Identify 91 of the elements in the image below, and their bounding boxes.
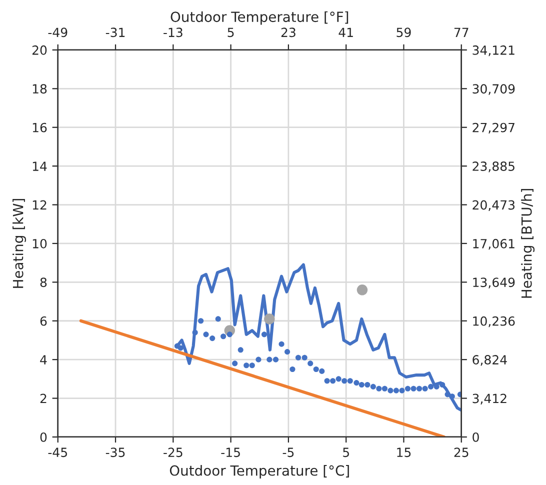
- point: [290, 366, 296, 372]
- y2-tick-label: 27,297: [472, 122, 514, 134]
- y-axis-title: Heating [kW]: [12, 198, 26, 288]
- point: [278, 341, 284, 347]
- x2-tick-label: 77: [454, 28, 468, 37]
- x-tick-label: -35: [106, 448, 125, 458]
- x-tick-label: -5: [282, 448, 294, 458]
- y2-axis-title: Heating [BTU/h]: [521, 188, 535, 298]
- point: [393, 388, 400, 394]
- point: [428, 384, 434, 390]
- y-tick-label: 14: [32, 162, 47, 171]
- point: [354, 380, 360, 386]
- point: [264, 314, 275, 324]
- x2-axis-title: Outdoor Temperature [°F]: [170, 11, 348, 25]
- x-axis-title: Outdoor Temperature [°C]: [170, 465, 349, 478]
- point: [364, 382, 370, 388]
- point: [444, 392, 450, 398]
- point: [388, 388, 394, 394]
- x2-tick-label: -13: [164, 28, 182, 38]
- x2-tick-label: 59: [396, 28, 411, 38]
- y-tick-label: 6: [40, 316, 47, 326]
- point: [226, 332, 232, 338]
- x-tick-label: 25: [454, 448, 468, 458]
- point: [313, 366, 319, 372]
- point: [244, 362, 250, 368]
- point: [220, 334, 226, 340]
- x-tick-label: -45: [48, 448, 67, 458]
- point: [178, 345, 184, 351]
- point: [347, 378, 353, 384]
- point: [382, 386, 388, 392]
- point: [457, 392, 462, 398]
- point: [238, 347, 244, 353]
- y-tick-label: 4: [40, 355, 47, 364]
- point: [198, 318, 204, 324]
- point: [342, 378, 348, 384]
- x2-tick-label: 5: [228, 28, 234, 38]
- y-tick-label: 8: [40, 278, 47, 288]
- y-tick-label: 20: [32, 45, 47, 55]
- y-tick-label: 18: [32, 84, 47, 94]
- point: [416, 386, 422, 392]
- point: [404, 386, 411, 392]
- y2-tick-label: 30,709: [472, 84, 515, 95]
- x2-tick-label: 41: [338, 28, 353, 37]
- point: [376, 386, 382, 392]
- point: [370, 384, 376, 390]
- y2-tick-label: 23,885: [472, 162, 514, 172]
- y2-tick-label: 13,649: [473, 278, 515, 288]
- y2-tick-label: 20,473: [472, 200, 515, 211]
- x2-tick-label: -31: [106, 28, 125, 38]
- x2-tick-label: -49: [48, 28, 68, 38]
- point: [356, 284, 368, 296]
- y2-tick-label: 17,061: [473, 238, 514, 250]
- x-tick-label: -15: [221, 448, 240, 458]
- point: [336, 376, 342, 382]
- y-tick-label: 12: [32, 200, 46, 210]
- point: [261, 332, 268, 338]
- y-tick-label: 10: [32, 238, 47, 248]
- x-tick-label: 5: [343, 448, 349, 458]
- x-tick-label: -25: [164, 448, 182, 458]
- y-tick-label: 0: [40, 432, 47, 442]
- y2-tick-label: 6,824: [472, 355, 507, 366]
- point: [330, 378, 336, 384]
- point: [302, 354, 308, 360]
- point: [422, 386, 428, 392]
- point: [308, 360, 314, 366]
- point: [399, 388, 405, 394]
- point: [266, 356, 272, 362]
- point: [284, 349, 290, 355]
- x2-tick-label: 23: [281, 28, 296, 38]
- point: [192, 330, 198, 336]
- point: [324, 378, 330, 384]
- point: [358, 382, 364, 388]
- y2-tick-label: 10,236: [473, 316, 515, 328]
- x-tick-label: 15: [397, 448, 411, 458]
- y-tick-label: 16: [32, 122, 47, 132]
- point: [440, 382, 446, 388]
- line-series: [176, 263, 462, 412]
- point: [249, 362, 255, 368]
- point: [203, 332, 209, 338]
- y2-tick-label: 3,412: [472, 394, 506, 404]
- point: [319, 368, 325, 374]
- point: [215, 316, 221, 322]
- y2-tick-label: 0: [472, 432, 479, 442]
- point: [295, 354, 302, 360]
- point: [232, 360, 238, 366]
- point: [410, 386, 416, 392]
- y-tick-label: 2: [40, 394, 46, 404]
- point: [210, 336, 216, 342]
- point: [256, 356, 262, 362]
- point: [272, 356, 279, 362]
- y2-tick-label: 34,121: [472, 45, 514, 56]
